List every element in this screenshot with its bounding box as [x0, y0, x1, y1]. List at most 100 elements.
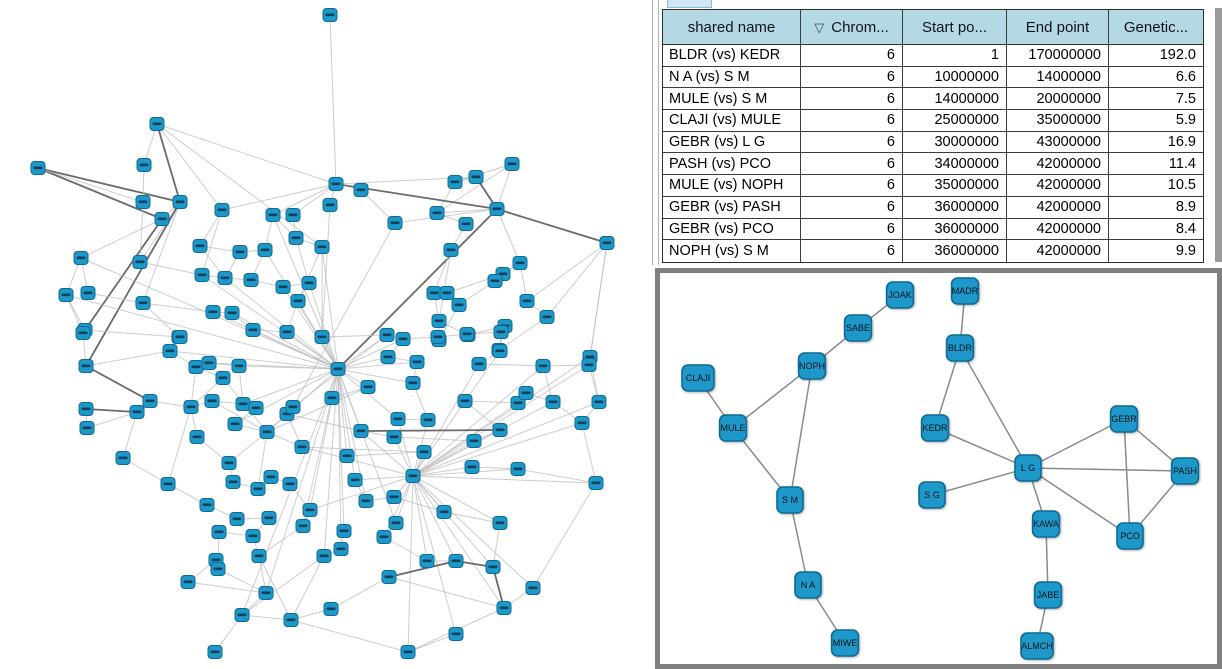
- overview-node[interactable]: [323, 602, 339, 616]
- column-header-0[interactable]: shared name: [663, 10, 801, 45]
- overview-node[interactable]: [426, 286, 442, 300]
- overview-node[interactable]: [588, 476, 604, 490]
- overview-network-canvas[interactable]: [0, 0, 655, 669]
- overview-node[interactable]: [265, 208, 281, 222]
- overview-node[interactable]: [599, 236, 615, 250]
- detail-node-N A[interactable]: N A: [794, 571, 822, 599]
- overview-node[interactable]: [380, 350, 396, 364]
- overview-node[interactable]: [387, 216, 403, 230]
- overview-node[interactable]: [73, 251, 89, 265]
- overview-node[interactable]: [78, 402, 94, 416]
- overview-node[interactable]: [192, 239, 208, 253]
- overview-node[interactable]: [295, 519, 311, 533]
- overview-node[interactable]: [591, 395, 607, 409]
- detail-node-SABE[interactable]: SABE: [843, 314, 873, 342]
- overview-node[interactable]: [439, 286, 455, 300]
- overview-node[interactable]: [333, 542, 349, 556]
- overview-node[interactable]: [189, 430, 205, 444]
- overview-node[interactable]: [225, 475, 241, 489]
- overview-node[interactable]: [451, 298, 467, 312]
- overview-node[interactable]: [302, 503, 318, 517]
- overview-node[interactable]: [188, 360, 204, 374]
- detail-network-canvas[interactable]: JOAK SABE MADR BLDR NOPH CLAJI MULE KEDR GEBR L G…: [660, 273, 1217, 664]
- column-header-3[interactable]: End point: [1007, 10, 1109, 45]
- overview-node[interactable]: [30, 161, 46, 175]
- overview-node[interactable]: [405, 376, 421, 390]
- overview-node[interactable]: [347, 473, 363, 487]
- overview-node[interactable]: [135, 296, 151, 310]
- overview-node[interactable]: [58, 288, 74, 302]
- overview-node[interactable]: [381, 570, 397, 584]
- overview-node[interactable]: [400, 645, 416, 659]
- detail-node-KAWA[interactable]: KAWA: [1031, 510, 1061, 538]
- overview-node[interactable]: [180, 575, 196, 589]
- overview-node[interactable]: [227, 417, 243, 431]
- overview-node[interactable]: [519, 294, 535, 308]
- detail-node-ALMCH[interactable]: ALMCH: [1020, 632, 1054, 660]
- overview-node[interactable]: [360, 380, 376, 394]
- overview-node[interactable]: [448, 627, 464, 641]
- overview-node[interactable]: [492, 423, 508, 437]
- overview-node[interactable]: [409, 355, 425, 369]
- overview-node[interactable]: [581, 358, 597, 372]
- overview-node[interactable]: [518, 386, 534, 400]
- overview-node[interactable]: [183, 400, 199, 414]
- overview-node[interactable]: [493, 325, 509, 339]
- overview-node[interactable]: [420, 413, 436, 427]
- overview-node[interactable]: [429, 206, 445, 220]
- overview-node[interactable]: [243, 273, 259, 287]
- overview-node[interactable]: [149, 117, 165, 131]
- overview-node[interactable]: [328, 177, 344, 191]
- overview-node[interactable]: [458, 217, 474, 231]
- overview-node[interactable]: [395, 332, 411, 346]
- table-row[interactable]: NOPH (vs) S M 6 36000000 42000000 9.9: [663, 240, 1203, 262]
- overview-node[interactable]: [459, 327, 475, 341]
- overview-node[interactable]: [162, 344, 178, 358]
- table-row[interactable]: GEBR (vs) PASH 6 36000000 42000000 8.9: [663, 196, 1203, 219]
- overview-node[interactable]: [235, 397, 251, 411]
- overview-node[interactable]: [78, 359, 94, 373]
- detail-node-L G[interactable]: L G: [1014, 454, 1042, 482]
- overview-node[interactable]: [464, 460, 480, 474]
- overview-node[interactable]: [485, 560, 501, 574]
- column-header-2[interactable]: Start po...: [903, 10, 1007, 45]
- overview-node[interactable]: [261, 511, 277, 525]
- overview-node[interactable]: [259, 425, 275, 439]
- overview-node[interactable]: [330, 362, 346, 376]
- overview-node[interactable]: [279, 325, 295, 339]
- overview-node[interactable]: [248, 401, 264, 415]
- overview-node[interactable]: [447, 175, 463, 189]
- overview-node[interactable]: [448, 554, 464, 568]
- overview-node[interactable]: [471, 357, 487, 371]
- overview-node[interactable]: [468, 170, 484, 184]
- overview-node[interactable]: [430, 330, 446, 344]
- overview-node[interactable]: [142, 394, 158, 408]
- overview-node[interactable]: [154, 212, 170, 226]
- overview-node[interactable]: [492, 344, 508, 358]
- overview-node[interactable]: [224, 306, 240, 320]
- overview-node[interactable]: [135, 195, 151, 209]
- overview-node[interactable]: [234, 608, 250, 622]
- column-header-4[interactable]: Genetic...: [1109, 10, 1203, 45]
- table-row[interactable]: MULE (vs) S M 6 14000000 20000000 7.5: [663, 88, 1203, 111]
- overview-node[interactable]: [285, 400, 301, 414]
- overview-node[interactable]: [160, 477, 176, 491]
- table-panel-tab[interactable]: [667, 0, 712, 8]
- overview-node[interactable]: [496, 601, 512, 615]
- overview-node[interactable]: [388, 516, 404, 530]
- detail-node-NOPH[interactable]: NOPH: [797, 352, 827, 380]
- detail-node-S G[interactable]: S G: [918, 481, 946, 509]
- overview-node[interactable]: [322, 8, 338, 22]
- overview-node[interactable]: [199, 498, 215, 512]
- overview-node[interactable]: [115, 451, 131, 465]
- overview-node[interactable]: [353, 424, 369, 438]
- overview-node[interactable]: [283, 613, 299, 627]
- overview-node[interactable]: [324, 391, 340, 405]
- overview-node[interactable]: [245, 529, 261, 543]
- overview-node[interactable]: [339, 449, 355, 463]
- overview-node[interactable]: [258, 586, 274, 600]
- overview-node[interactable]: [416, 445, 432, 459]
- table-row[interactable]: MULE (vs) NOPH 6 35000000 42000000 10.5: [663, 175, 1203, 197]
- overview-node[interactable]: [390, 412, 406, 426]
- overview-node[interactable]: [221, 456, 237, 470]
